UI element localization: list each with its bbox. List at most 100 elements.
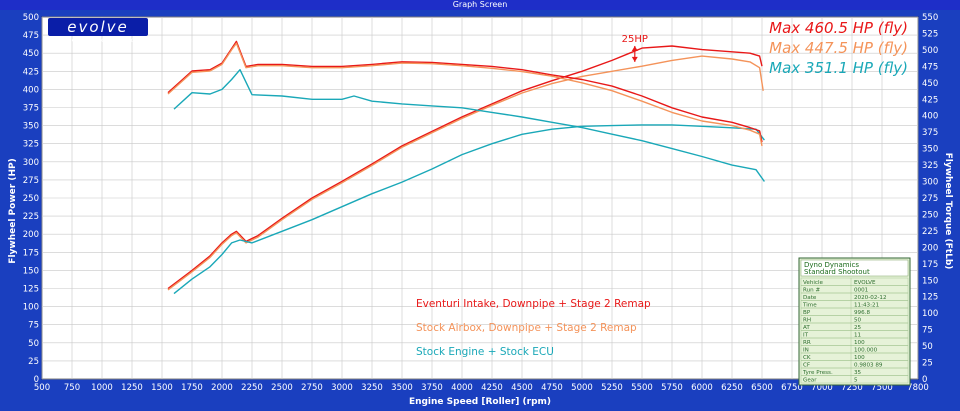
y-tick-label: 375 — [23, 104, 39, 114]
y-tick-label: 0 — [34, 375, 39, 385]
info-row-key: BP — [803, 310, 811, 316]
y-axis-ticks: 0 25 50 75 100 125 150 175 200 225 250 275 300 325 350… — [23, 13, 39, 385]
series-line-power-1 — [167, 55, 764, 291]
x-tick-label: 2250 — [241, 383, 263, 393]
info-row-key: IT — [803, 333, 809, 339]
info-box-header — [800, 259, 909, 277]
info-row-key: Run # — [803, 288, 821, 294]
y2-axis-label: Flywheel Torque (FtLb) — [943, 153, 953, 270]
info-row-key: CF — [803, 363, 810, 369]
y2-axis-ticks: 0 25 50 75 100 125 150 175 200 225 250 275 300 325 350… — [922, 13, 938, 385]
y2-tick-label: 550 — [922, 13, 938, 23]
y-tick-label: 500 — [23, 13, 39, 23]
info-row-value: 100 — [854, 355, 865, 361]
series-line-power-0 — [167, 45, 763, 290]
y-tick-label: 225 — [23, 212, 39, 222]
info-row-value: 50 — [854, 318, 862, 324]
info-row-value: 11 — [854, 333, 862, 339]
y2-tick-label: 300 — [922, 178, 938, 188]
info-row-key: Gear — [803, 378, 817, 384]
series-line-power-2 — [173, 124, 765, 295]
legend-entry: Stock Engine + Stock ECU — [416, 346, 554, 358]
y2-tick-label: 275 — [922, 194, 938, 204]
y2-tick-label: 175 — [922, 260, 938, 270]
x-tick-label: 7800 — [907, 383, 929, 393]
grid — [41, 16, 919, 380]
info-row-key: RH — [803, 318, 811, 324]
max-hp-labels: Max 460.5 HP (fly) Max 447.5 HP (fly) Max … — [769, 19, 908, 77]
info-box-subtitle: Standard Shootout — [804, 268, 870, 276]
x-tick-label: 2000 — [211, 383, 233, 393]
info-row-key: Vehicle — [803, 280, 824, 286]
y-tick-label: 325 — [23, 140, 39, 150]
max-hp-label: Max 351.1 HP (fly) — [769, 59, 908, 77]
info-row-value: 11:43:21 — [854, 303, 880, 309]
x-tick-label: 5250 — [601, 383, 623, 393]
x-tick-label: 2500 — [271, 383, 293, 393]
y2-tick-label: 425 — [922, 95, 938, 105]
y2-tick-label: 475 — [922, 62, 938, 72]
info-row-value: 5 — [854, 378, 858, 384]
y-tick-label: 275 — [23, 176, 39, 186]
legend-entry: Eventuri Intake, Downpipe + Stage 2 Rema… — [416, 298, 651, 310]
y-tick-label: 450 — [23, 49, 39, 59]
x-tick-label: 6750 — [781, 383, 803, 393]
y2-tick-label: 375 — [922, 128, 938, 138]
info-row-value: 100 — [854, 340, 865, 346]
y2-tick-label: 100 — [922, 309, 938, 319]
info-row-value: 2020-02-12 — [854, 295, 887, 301]
y-tick-label: 150 — [23, 266, 39, 276]
x-tick-label: 1750 — [181, 383, 203, 393]
y2-tick-label: 250 — [922, 210, 938, 220]
info-row — [800, 375, 909, 384]
info-row-value: 35 — [854, 370, 862, 376]
y-tick-label: 200 — [23, 230, 39, 240]
info-row-value: 100.000 — [854, 348, 878, 354]
max-hp-label: Max 447.5 HP (fly) — [769, 39, 908, 57]
y-tick-label: 75 — [28, 321, 39, 331]
x-tick-label: 3500 — [391, 383, 413, 393]
series-line-torque-5 — [173, 68, 765, 182]
x-axis-label: Engine Speed [Roller] (rpm) — [409, 397, 551, 407]
x-tick-label: 4250 — [481, 383, 503, 393]
arrowhead-down-icon — [631, 56, 638, 62]
y2-tick-label: 350 — [922, 145, 938, 155]
x-tick-label: 5500 — [631, 383, 653, 393]
x-tick-label: 500 — [34, 383, 50, 393]
x-tick-label: 3750 — [421, 383, 443, 393]
info-row-key: IN — [803, 348, 809, 354]
y-tick-label: 475 — [23, 31, 39, 41]
arrowhead-up-icon — [631, 45, 638, 51]
y2-tick-label: 500 — [922, 46, 938, 56]
y-tick-label: 350 — [23, 122, 39, 132]
x-axis-ticks: 500 750 1000 1250 1500 1750 2000 2250 2500 2750 30… — [34, 383, 929, 393]
y2-tick-label: 75 — [922, 326, 933, 336]
y2-tick-label: 400 — [922, 112, 938, 122]
annotation-25hp: 25HP — [622, 34, 648, 62]
info-row-key: AT — [803, 325, 810, 331]
info-row-value: 0.9803 89 — [854, 363, 883, 369]
legend: Eventuri Intake, Downpipe + Stage 2 Rema… — [416, 298, 651, 358]
x-tick-label: 4500 — [511, 383, 533, 393]
info-row-key: CK — [803, 355, 811, 361]
y2-tick-label: 225 — [922, 227, 938, 237]
y2-tick-label: 325 — [922, 161, 938, 171]
y-axis-label: Flywheel Power (HP) — [8, 158, 18, 263]
y-tick-label: 50 — [28, 339, 39, 349]
y-tick-label: 100 — [23, 303, 39, 313]
x-tick-label: 4000 — [451, 383, 473, 393]
window-title: Graph Screen — [0, 0, 960, 10]
logo-brand: evolve — [67, 18, 129, 36]
x-tick-label: 7000 — [811, 383, 833, 393]
x-tick-label: 6000 — [691, 383, 713, 393]
y2-tick-label: 0 — [922, 375, 927, 385]
annotation-label: 25HP — [622, 34, 648, 45]
x-tick-label: 4750 — [541, 383, 563, 393]
y2-tick-label: 125 — [922, 293, 938, 303]
series-group — [167, 40, 765, 295]
y-tick-label: 25 — [28, 357, 39, 367]
info-row-key: RR — [803, 340, 811, 346]
info-row-key: Date — [803, 295, 817, 301]
logo-plate — [48, 18, 148, 36]
